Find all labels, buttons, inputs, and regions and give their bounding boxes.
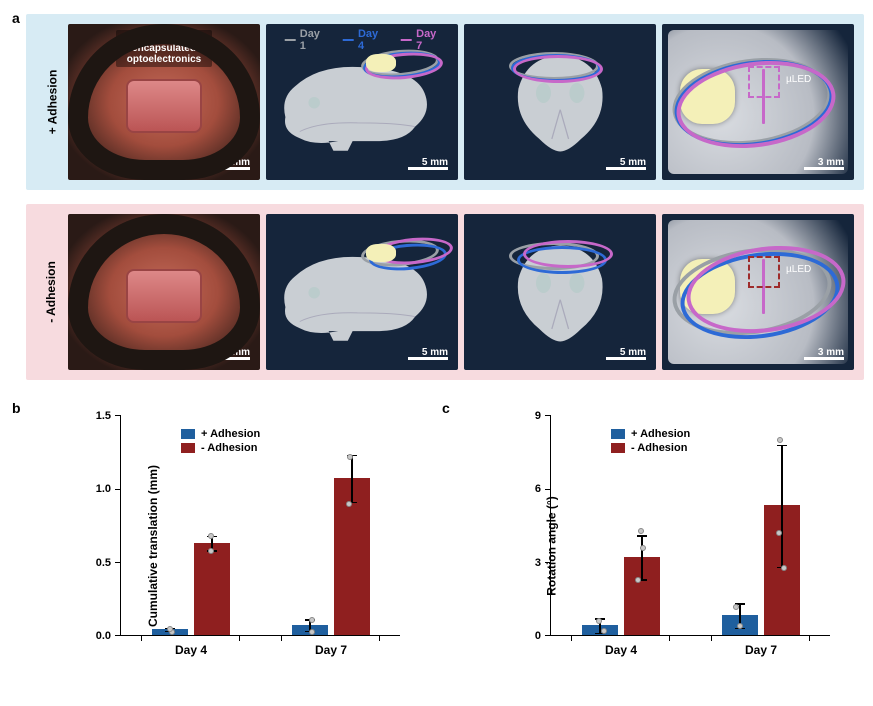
- uled-label: µLED: [786, 74, 811, 85]
- data-point: [640, 545, 646, 551]
- legend-item: - Adhesion: [181, 442, 260, 454]
- data-point: [777, 437, 783, 443]
- scalebar: 5 mm: [620, 347, 646, 360]
- data-point: [208, 533, 214, 539]
- y-tick-label: 1.0: [96, 483, 111, 495]
- uled-label: µLED: [786, 264, 811, 275]
- y-tick-label: 1.5: [96, 410, 111, 422]
- legend-item: + Adhesion: [181, 428, 260, 440]
- data-point: [208, 548, 214, 554]
- legend-day: Day 7: [401, 28, 439, 52]
- row-minus-adhesion: - Adhesion 5 mm 5 mm 5 mm 3 mm µLED: [26, 204, 864, 380]
- y-tick-label: 3: [535, 557, 541, 569]
- ct-front-bottom: 5 mm: [464, 214, 656, 370]
- row-top-cells: BTIM-encapsulated optoelectronics 5 mm D…: [68, 24, 854, 180]
- data-point: [601, 628, 607, 634]
- ct-zoom-bottom: 3 mm µLED: [662, 214, 854, 370]
- legend-item: - Adhesion: [611, 442, 690, 454]
- panel-label-b: b: [12, 400, 21, 416]
- plot-b: + Adhesion- Adhesion 0.00.51.01.5Day 4Da…: [120, 416, 400, 636]
- scalebar: 5 mm: [422, 347, 448, 360]
- data-point: [309, 617, 315, 623]
- panel-label-c: c: [442, 400, 450, 416]
- legend-c: + Adhesion - Adhesion: [611, 428, 690, 456]
- x-tick-label: Day 4: [175, 643, 207, 657]
- bar-minus: [194, 543, 230, 635]
- y-tick-label: 0: [535, 630, 541, 642]
- y-tick-label: 9: [535, 410, 541, 422]
- y-tick-label: 0.5: [96, 557, 111, 569]
- data-point: [309, 629, 315, 635]
- row-label-minus: - Adhesion: [44, 261, 58, 323]
- x-tick-label: Day 7: [745, 643, 777, 657]
- data-point: [596, 618, 602, 624]
- row-plus-adhesion: + Adhesion BTIM-encapsulated optoelectro…: [26, 14, 864, 190]
- legend-b: + Adhesion - Adhesion: [181, 428, 260, 456]
- data-point: [167, 626, 173, 632]
- row-label-plus: + Adhesion: [45, 70, 59, 135]
- scalebar: 3 mm: [818, 157, 844, 170]
- ct-side-top: Day 1 Day 4 Day 7 5 mm: [266, 24, 458, 180]
- legend-day: Day 1: [285, 28, 323, 52]
- plot-c: + Adhesion- Adhesion 0369Day 4Day 7: [550, 416, 830, 636]
- legend-item: + Adhesion: [611, 428, 690, 440]
- data-point: [638, 528, 644, 534]
- panel-a: + Adhesion BTIM-encapsulated optoelectro…: [26, 14, 864, 380]
- photo-top: BTIM-encapsulated optoelectronics 5 mm: [68, 24, 260, 180]
- x-tick-label: Day 4: [605, 643, 637, 657]
- scalebar: 3 mm: [818, 347, 844, 360]
- photo-bottom: 5 mm: [68, 214, 260, 370]
- row-bottom-cells: 5 mm 5 mm 5 mm 3 mm µLED: [68, 214, 854, 370]
- ct-front-top: 5 mm: [464, 24, 656, 180]
- data-point: [781, 565, 787, 571]
- y-tick-label: 6: [535, 483, 541, 495]
- chart-c: Rotation angle (°) + Adhesion- Adhesion …: [500, 406, 860, 686]
- panel-label-a: a: [12, 10, 20, 26]
- data-point: [733, 604, 739, 610]
- ct-zoom-top: 3 mm µLED: [662, 24, 854, 180]
- chart-b: Cumulative translation (mm) + Adhesion- …: [70, 406, 430, 686]
- legend-days: Day 1 Day 4 Day 7: [285, 28, 440, 52]
- scalebar: 5 mm: [620, 157, 646, 170]
- y-tick-label: 0.0: [96, 630, 111, 642]
- scalebar: 5 mm: [422, 157, 448, 170]
- x-tick-label: Day 7: [315, 643, 347, 657]
- legend-day: Day 4: [343, 28, 381, 52]
- data-point: [346, 501, 352, 507]
- ct-side-bottom: 5 mm: [266, 214, 458, 370]
